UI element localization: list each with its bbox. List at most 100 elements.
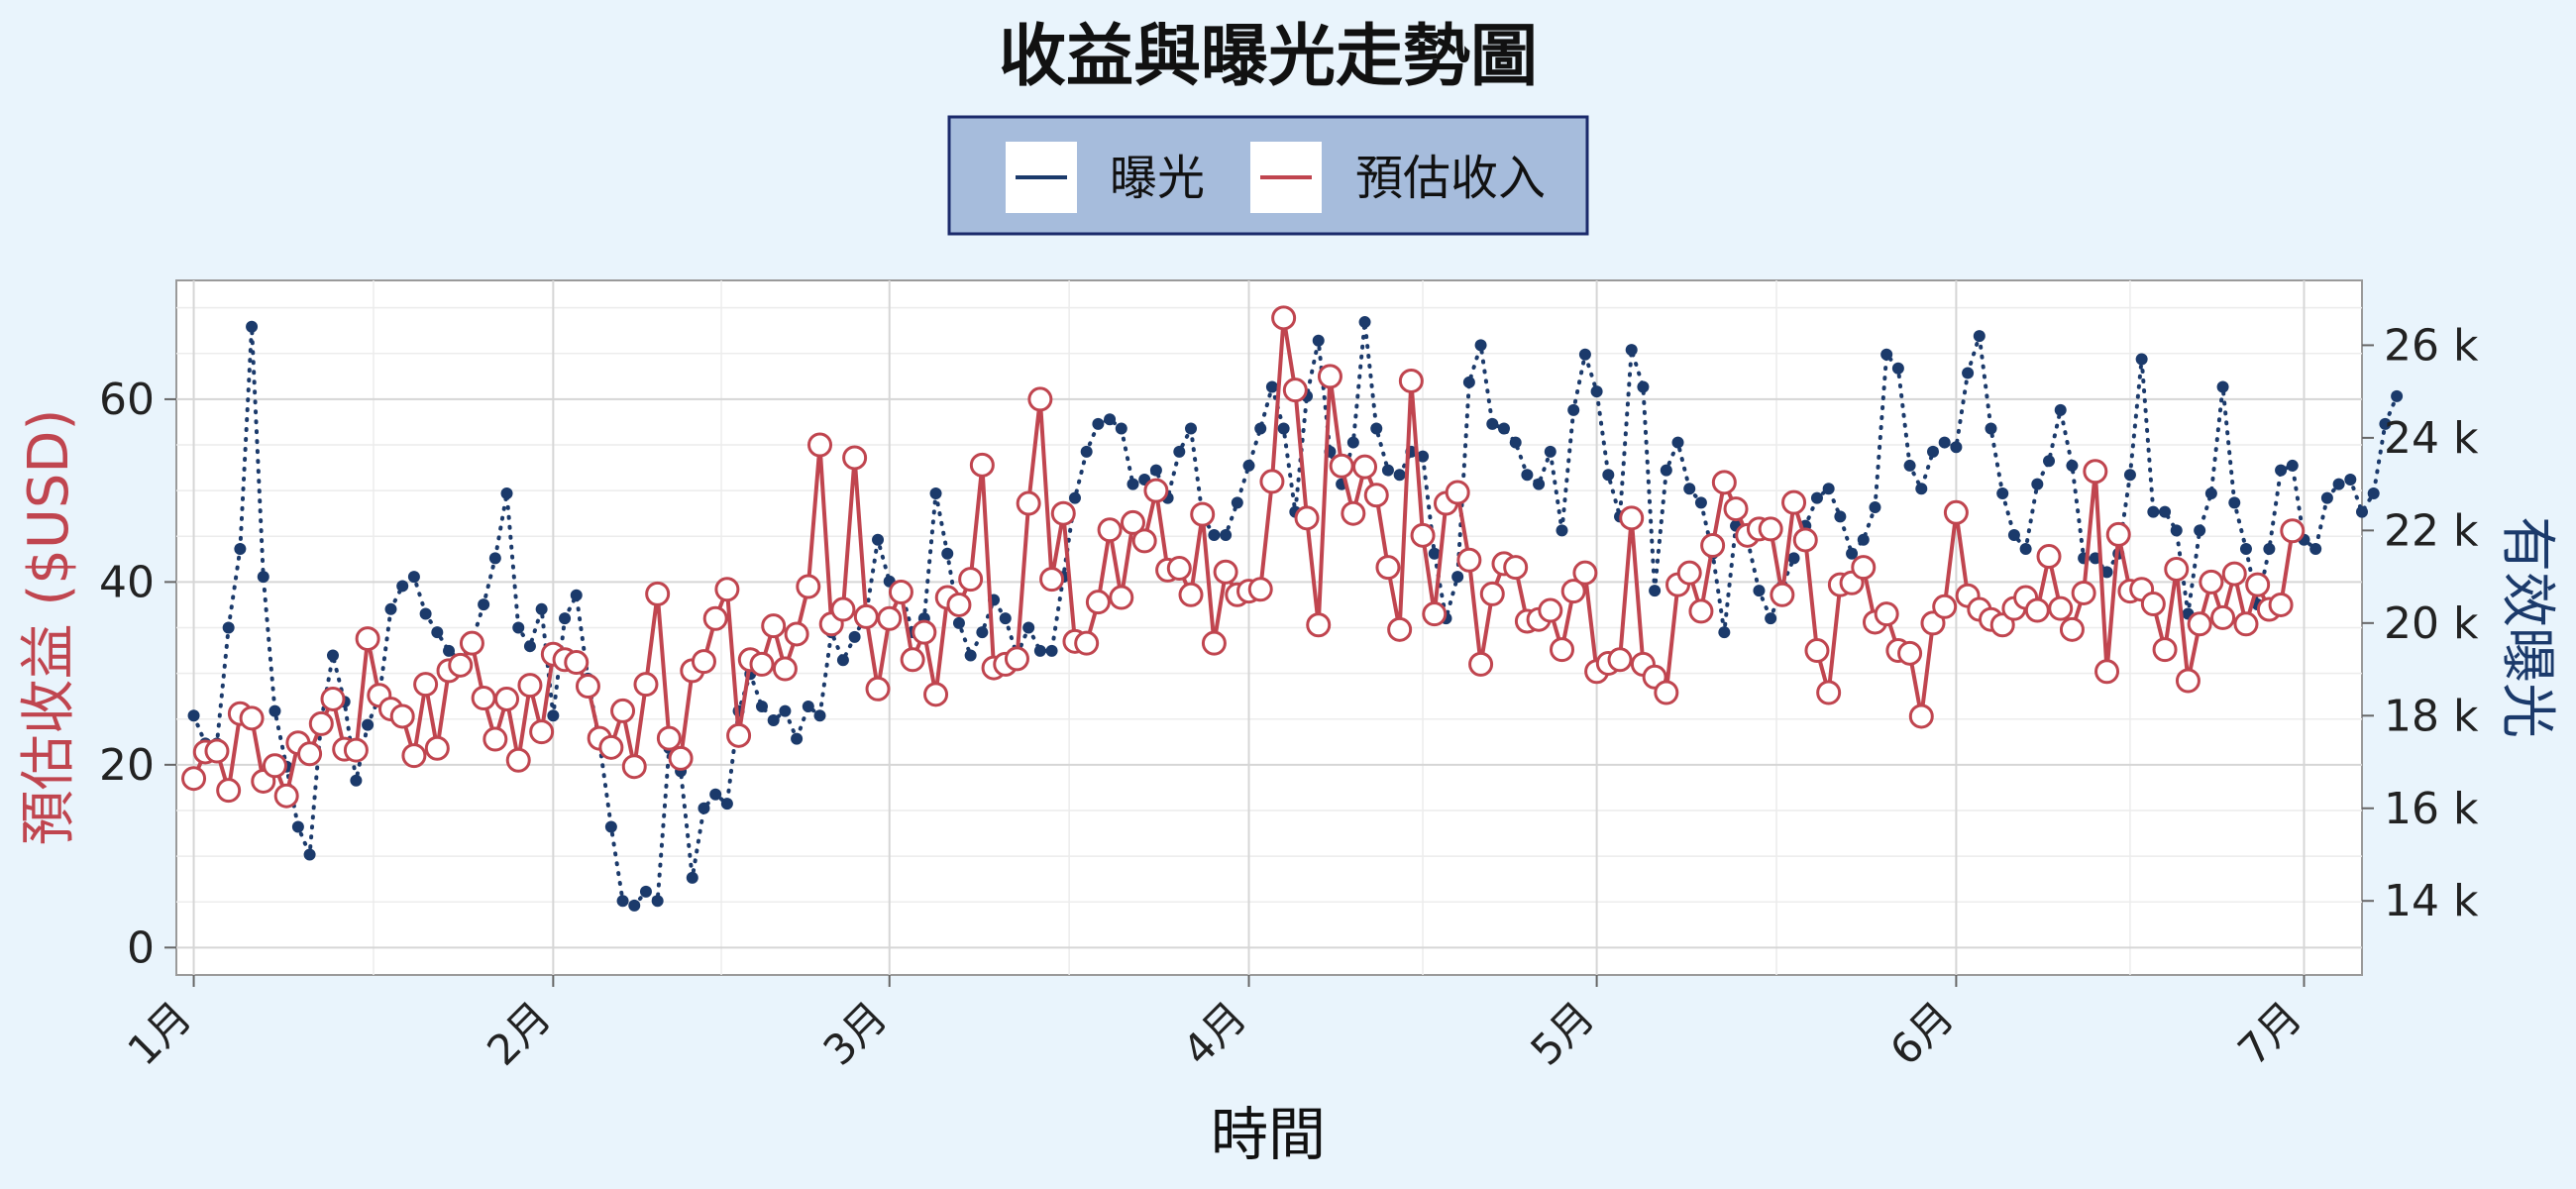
impressions-point	[1462, 376, 1475, 388]
impressions-point	[362, 718, 375, 731]
impressions-point	[779, 704, 792, 717]
revenue-point	[2233, 611, 2259, 637]
impressions-point	[952, 616, 965, 629]
revenue-point	[2152, 637, 2178, 663]
revenue-point	[958, 567, 984, 593]
impressions-point	[1857, 533, 1870, 546]
impressions-point	[1370, 422, 1383, 435]
impressions-point	[303, 848, 316, 861]
revenue-point	[1259, 469, 1285, 494]
impressions-point	[2239, 543, 2252, 556]
revenue-point	[2199, 569, 2224, 594]
impressions-point	[1996, 486, 2009, 499]
revenue-point	[239, 705, 265, 731]
revenue-point	[598, 734, 624, 760]
revenue-point	[262, 753, 287, 779]
impressions-point	[1045, 644, 1058, 657]
revenue-point	[2083, 459, 2108, 485]
chart-title: 收益與曝光走勢圖	[999, 18, 1538, 96]
impressions-point	[1486, 417, 1499, 430]
impressions-point	[1765, 612, 1777, 625]
impressions-point	[1173, 445, 1186, 458]
revenue-point	[2210, 604, 2236, 630]
x-axis-label: 時間	[1211, 1101, 1326, 1168]
impressions-point	[2275, 464, 2288, 477]
impressions-point	[2228, 496, 2241, 509]
impressions-point	[1625, 344, 1638, 357]
revenue-point	[784, 621, 809, 647]
revenue-point	[691, 649, 716, 675]
impressions-point	[1718, 626, 1731, 639]
impressions-point	[1231, 496, 1243, 509]
impressions-point	[222, 621, 235, 634]
revenue-point	[668, 745, 694, 771]
impressions-point	[1787, 552, 1800, 565]
revenue-point	[1247, 577, 1273, 602]
revenue-point	[564, 650, 590, 676]
revenue-point	[1074, 630, 1100, 656]
revenue-point	[1410, 522, 1436, 548]
impressions-point	[2216, 380, 2229, 393]
revenue-point	[1932, 594, 1958, 619]
impressions-point	[478, 598, 490, 611]
revenue-point	[761, 613, 787, 639]
legend-label-impressions: 曝光	[1110, 151, 1205, 206]
revenue-point	[969, 452, 995, 478]
impressions-point	[836, 654, 849, 667]
revenue-point	[1874, 601, 1899, 627]
revenue-point	[1676, 560, 1702, 586]
impressions-point	[1080, 445, 1093, 458]
impressions-point	[1903, 459, 1916, 472]
impressions-point	[1567, 403, 1580, 416]
revenue-point	[1131, 528, 1157, 554]
revenue-point	[483, 726, 508, 752]
impressions-point	[1891, 362, 1904, 375]
impressions-point	[2123, 469, 2136, 482]
impressions-point	[2007, 529, 2020, 542]
revenue-point	[1758, 516, 1783, 542]
revenue-point	[1027, 386, 1053, 412]
impressions-point	[1590, 385, 1603, 398]
revenue-point	[702, 605, 728, 631]
y-left-tick-label: 60	[99, 375, 155, 425]
revenue-point	[1538, 597, 1563, 623]
revenue-point	[888, 580, 913, 605]
impressions-point	[523, 640, 536, 653]
impressions-point	[2356, 505, 2368, 518]
revenue-point	[2048, 595, 2074, 621]
revenue-point	[505, 747, 531, 773]
revenue-point	[1479, 581, 1505, 606]
revenue-point	[2036, 544, 2062, 570]
revenue-point	[1560, 579, 1586, 604]
impressions-point	[1962, 367, 1975, 379]
revenue-point	[633, 672, 659, 698]
impressions-point	[999, 612, 1012, 625]
revenue-point	[1781, 489, 1807, 515]
revenue-point	[645, 581, 671, 606]
impressions-point	[2147, 505, 2160, 518]
revenue-point	[877, 605, 903, 631]
revenue-point	[807, 432, 833, 458]
revenue-point	[575, 674, 600, 700]
impressions-point	[396, 580, 409, 593]
revenue-point	[2140, 592, 2166, 617]
impressions-point	[1694, 496, 1707, 509]
revenue-point	[900, 647, 925, 673]
impressions-point	[2391, 389, 2404, 402]
revenue-point	[2024, 597, 2050, 623]
impressions-point	[1915, 483, 1928, 495]
impressions-point	[976, 626, 989, 639]
impressions-point	[1753, 585, 1766, 597]
impressions-point	[1033, 644, 1046, 657]
revenue-point	[2071, 580, 2096, 605]
revenue-point	[1792, 527, 1818, 553]
impressions-point	[2194, 524, 2206, 537]
revenue-point	[1294, 505, 1320, 531]
impressions-point	[848, 630, 861, 643]
revenue-point	[297, 741, 323, 767]
revenue-point	[1908, 703, 1934, 729]
impressions-point	[1185, 422, 1198, 435]
revenue-point	[1688, 598, 1714, 624]
revenue-point	[1213, 559, 1238, 585]
revenue-point	[1097, 517, 1123, 543]
